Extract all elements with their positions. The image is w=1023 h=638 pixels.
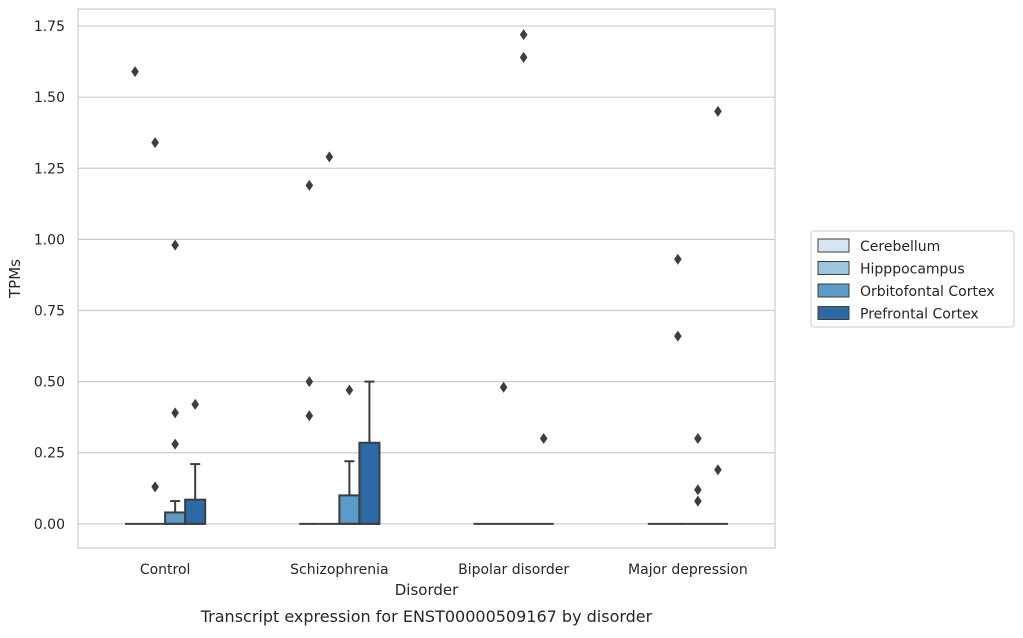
- box-hipppocampus: [319, 151, 340, 525]
- legend-swatch: [817, 306, 850, 320]
- y-tick-label: 0.00: [34, 517, 65, 533]
- box-orbitofontal-cortex: [513, 29, 534, 525]
- outlier-point: [539, 432, 548, 444]
- box-body: [184, 498, 207, 525]
- box-cerebellum: [125, 66, 146, 525]
- y-tick-label: 0.75: [34, 303, 65, 319]
- legend-swatch: [817, 261, 850, 275]
- y-tick-label: 0.50: [34, 375, 65, 391]
- x-tick-label: Control: [140, 562, 191, 578]
- legend-item: Prefrontal Cortex: [817, 306, 979, 323]
- legend-swatch: [817, 283, 850, 298]
- y-tick-label: 1.75: [34, 19, 65, 35]
- outlier-point: [519, 29, 528, 41]
- x-tick-label: Schizophrenia: [290, 562, 388, 578]
- box-orbitofontal-cortex: [687, 432, 708, 525]
- x-tick-label: Major depression: [628, 562, 748, 578]
- outlier-point: [305, 410, 314, 422]
- x-tick-labels: Control Schizophrenia Bipolar disorder Majo…: [140, 562, 748, 578]
- outlier-point: [151, 481, 159, 493]
- x-axis-label: Disorder: [395, 581, 459, 599]
- outlier-point: [694, 432, 702, 444]
- box-hipppocampus: [667, 253, 688, 525]
- outlier-point: [694, 495, 702, 507]
- legend-item: Hipppocampus: [817, 261, 965, 278]
- y-tick-label: 0.25: [34, 446, 65, 462]
- legend: Cerebellum Hipppocampus Orbitofontal Corte…: [810, 230, 1015, 328]
- box-prefrontal-cortex: [184, 398, 207, 525]
- outlier-point: [674, 253, 682, 265]
- box-prefrontal-cortex: [533, 432, 554, 525]
- outlier-point: [345, 384, 354, 396]
- outlier-point: [714, 464, 722, 476]
- box-body: [358, 441, 381, 525]
- y-axis-label: TPMs: [6, 259, 24, 299]
- outlier-point: [305, 376, 314, 388]
- box-body: [164, 511, 187, 525]
- plot-frame: [77, 8, 776, 549]
- legend-label: Cerebellum: [860, 239, 940, 255]
- outlier-point: [325, 151, 334, 163]
- legend-box: [810, 230, 1015, 328]
- outlier-point: [305, 179, 314, 191]
- legend-label: Hipppocampus: [860, 262, 965, 278]
- outlier-point: [519, 51, 528, 63]
- box-prefrontal-cortex: [358, 380, 381, 525]
- box-hipppocampus: [493, 381, 514, 525]
- outlier-point: [694, 484, 702, 496]
- box-orbitofontal-cortex: [338, 384, 361, 525]
- outlier-point: [151, 137, 159, 149]
- outlier-point: [171, 438, 179, 450]
- outlier-point: [499, 381, 508, 393]
- outlier-point: [131, 66, 139, 78]
- grid-layer: [78, 25, 775, 525]
- box-layer: [125, 29, 728, 525]
- outlier-point: [171, 407, 179, 419]
- y-tick-label: 1.00: [34, 232, 65, 248]
- outlier-point: [191, 398, 199, 410]
- outlier-point: [171, 239, 179, 251]
- y-tick-label: 1.25: [34, 161, 65, 177]
- legend-label: Prefrontal Cortex: [860, 307, 979, 323]
- outlier-point: [674, 330, 682, 342]
- box-hipppocampus: [145, 137, 166, 525]
- box-body: [338, 494, 361, 525]
- y-tick-label: 1.50: [34, 90, 65, 106]
- chart-caption: Transcript expression for ENST0000050916…: [200, 607, 653, 626]
- legend-swatch: [817, 238, 850, 253]
- outlier-point: [714, 105, 722, 117]
- box-cerebellum: [299, 179, 320, 525]
- legend-item: Cerebellum: [817, 238, 940, 255]
- box-prefrontal-cortex: [707, 105, 728, 525]
- x-tick-label: Bipolar disorder: [458, 562, 569, 578]
- legend-label: Orbitofontal Cortex: [860, 284, 995, 300]
- legend-item: Orbitofontal Cortex: [817, 283, 995, 300]
- y-tick-labels: 0.00 0.25 0.50 0.75 1.00 1.25 1.50 1.75: [34, 19, 65, 533]
